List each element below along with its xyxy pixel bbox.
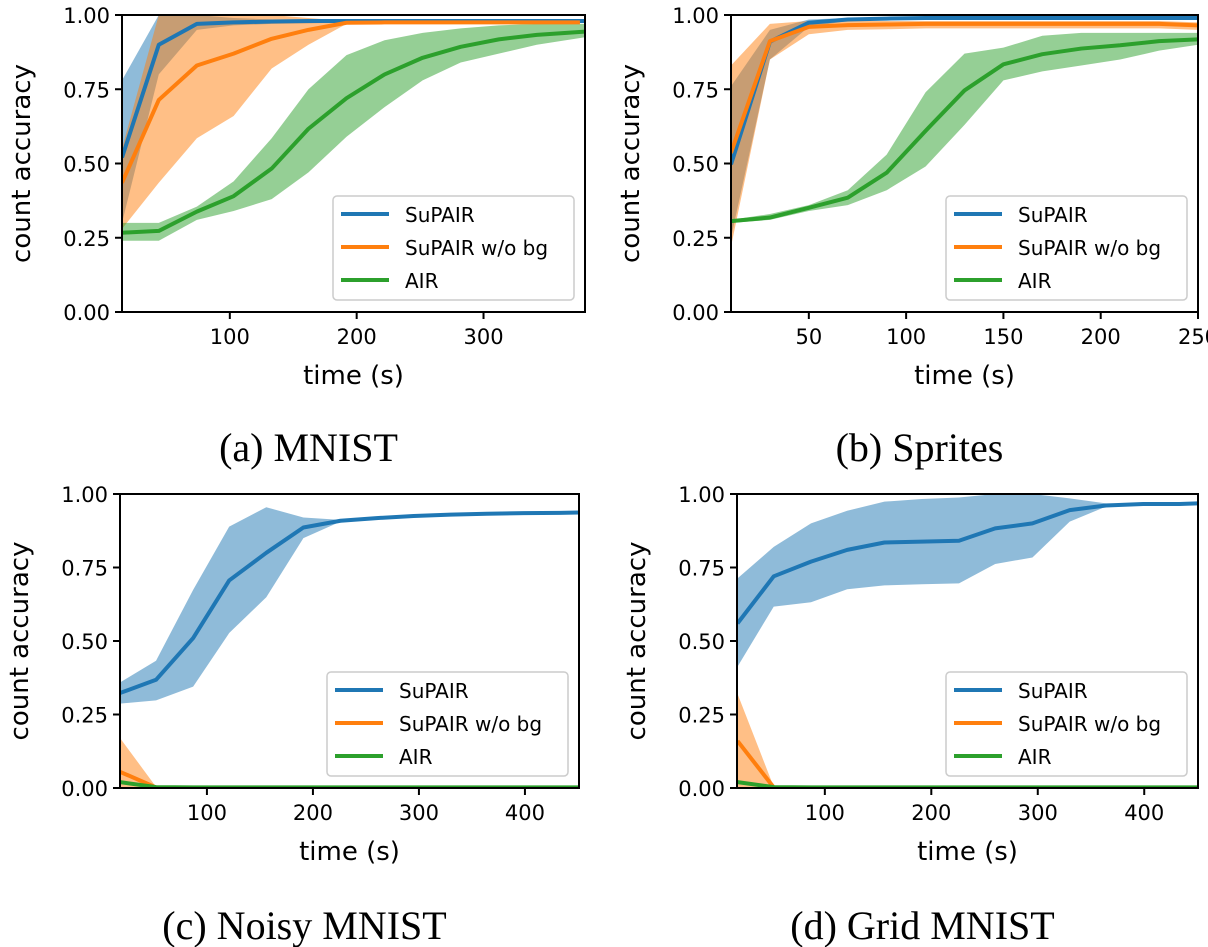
legend-label: SuPAIR	[405, 203, 475, 227]
legend: SuPAIR SuPAIR w/o bg AIR	[332, 195, 575, 301]
x-axis-label: time (s)	[303, 361, 404, 391]
legend-label: AIR	[1018, 269, 1052, 293]
x-tick-label: 200	[1081, 325, 1121, 349]
subplot-2: 50 100 150 200 250 0.00 0.25 0.50 0.75 1.00 time (…	[616, 4, 1208, 470]
confidence-band	[122, 15, 580, 229]
y-tick-label: 0.25	[678, 704, 725, 728]
legend-label: AIR	[405, 269, 439, 293]
subplot-caption: (d) Grid MNIST	[790, 903, 1054, 947]
subplot-caption: (c) Noisy MNIST	[162, 903, 446, 947]
confidence-band	[731, 32, 1198, 223]
legend-label: SuPAIR	[399, 679, 469, 703]
y-tick-label: 0.00	[63, 301, 110, 325]
y-tick-label: 0.75	[61, 557, 108, 581]
legend-box	[945, 671, 1188, 777]
x-axis-label: time (s)	[299, 837, 400, 867]
x-tick-label: 100	[886, 325, 926, 349]
y-tick-label: 0.50	[61, 630, 108, 654]
legend-label: SuPAIR	[1018, 679, 1088, 703]
x-tick-label: 200	[911, 801, 951, 825]
legend-box	[945, 195, 1188, 301]
x-tick-label: 200	[337, 325, 377, 349]
confidence-band	[737, 494, 1198, 667]
y-tick-label: 1.00	[61, 483, 108, 507]
subplot-caption: (b) Sprites	[836, 425, 1004, 470]
x-tick-label: 300	[1018, 801, 1058, 825]
series-line	[731, 37, 1198, 224]
y-axis-label: count accuracy	[622, 542, 652, 741]
confidence-band	[731, 20, 1198, 247]
legend-box	[326, 671, 569, 777]
y-tick-label: 0.00	[678, 777, 725, 801]
y-tick-label: 0.00	[672, 301, 719, 325]
legend-label: SuPAIR w/o bg	[1018, 712, 1161, 736]
y-tick-label: 1.00	[678, 483, 725, 507]
legend-label: SuPAIR w/o bg	[1018, 236, 1161, 260]
y-tick-label: 1.00	[63, 4, 110, 28]
legend-label: SuPAIR	[1018, 203, 1088, 227]
series-line	[731, 15, 1198, 165]
y-tick-label: 0.75	[678, 557, 725, 581]
x-tick-label: 200	[293, 801, 333, 825]
x-tick-label: 100	[805, 801, 845, 825]
y-axis-label: count accuracy	[5, 542, 35, 741]
subplot-caption: (a) MNIST	[219, 425, 398, 470]
y-tick-label: 0.00	[61, 777, 108, 801]
legend: SuPAIR SuPAIR w/o bg AIR	[945, 195, 1188, 301]
y-tick-label: 0.50	[63, 153, 110, 177]
x-tick-label: 400	[1124, 801, 1164, 825]
legend-label: AIR	[1018, 745, 1052, 769]
plot-area	[731, 15, 1198, 247]
x-tick-label: 300	[463, 325, 503, 349]
x-tick-label: 300	[399, 801, 439, 825]
y-tick-label: 0.25	[63, 227, 110, 251]
confidence-band	[122, 23, 585, 241]
subplot-4: 100 200 300 400 0.00 0.25 0.50 0.75 1.00 time (s)…	[622, 483, 1199, 947]
y-tick-label: 0.25	[61, 704, 108, 728]
x-tick-label: 400	[505, 801, 545, 825]
series-line	[120, 780, 579, 788]
x-tick-label: 50	[795, 325, 822, 349]
legend-label: SuPAIR w/o bg	[405, 236, 548, 260]
series-line	[737, 501, 1198, 625]
y-tick-label: 0.75	[672, 78, 719, 102]
series-line	[120, 510, 579, 695]
y-tick-label: 0.50	[672, 153, 719, 177]
legend-label: SuPAIR w/o bg	[399, 712, 542, 736]
series-line	[122, 20, 580, 184]
x-tick-label: 100	[187, 801, 227, 825]
legend: SuPAIR SuPAIR w/o bg AIR	[945, 671, 1188, 777]
series-line	[731, 21, 1198, 154]
y-axis-label: count accuracy	[616, 64, 646, 263]
y-tick-label: 1.00	[672, 4, 719, 28]
y-axis-label: count accuracy	[7, 64, 37, 263]
legend-box	[332, 195, 575, 301]
y-tick-label: 0.50	[678, 630, 725, 654]
subplot-3: 100 200 300 400 0.00 0.25 0.50 0.75 1.00 time (s)…	[5, 483, 580, 947]
x-tick-label: 150	[983, 325, 1023, 349]
y-tick-label: 0.75	[63, 78, 110, 102]
x-tick-label: 100	[210, 325, 250, 349]
confidence-band	[120, 507, 579, 704]
plot-area	[122, 15, 585, 241]
y-tick-label: 0.25	[672, 227, 719, 251]
x-axis-label: time (s)	[917, 837, 1018, 867]
series-line	[737, 780, 1198, 788]
x-tick-label: 250	[1178, 325, 1208, 349]
legend-label: AIR	[399, 745, 433, 769]
series-line	[122, 29, 585, 235]
subplot-1: 100 200 300 0.00 0.25 0.50 0.75 1.00 time (s) cou…	[7, 4, 586, 470]
legend: SuPAIR SuPAIR w/o bg AIR	[326, 671, 569, 777]
x-axis-label: time (s)	[914, 361, 1015, 391]
